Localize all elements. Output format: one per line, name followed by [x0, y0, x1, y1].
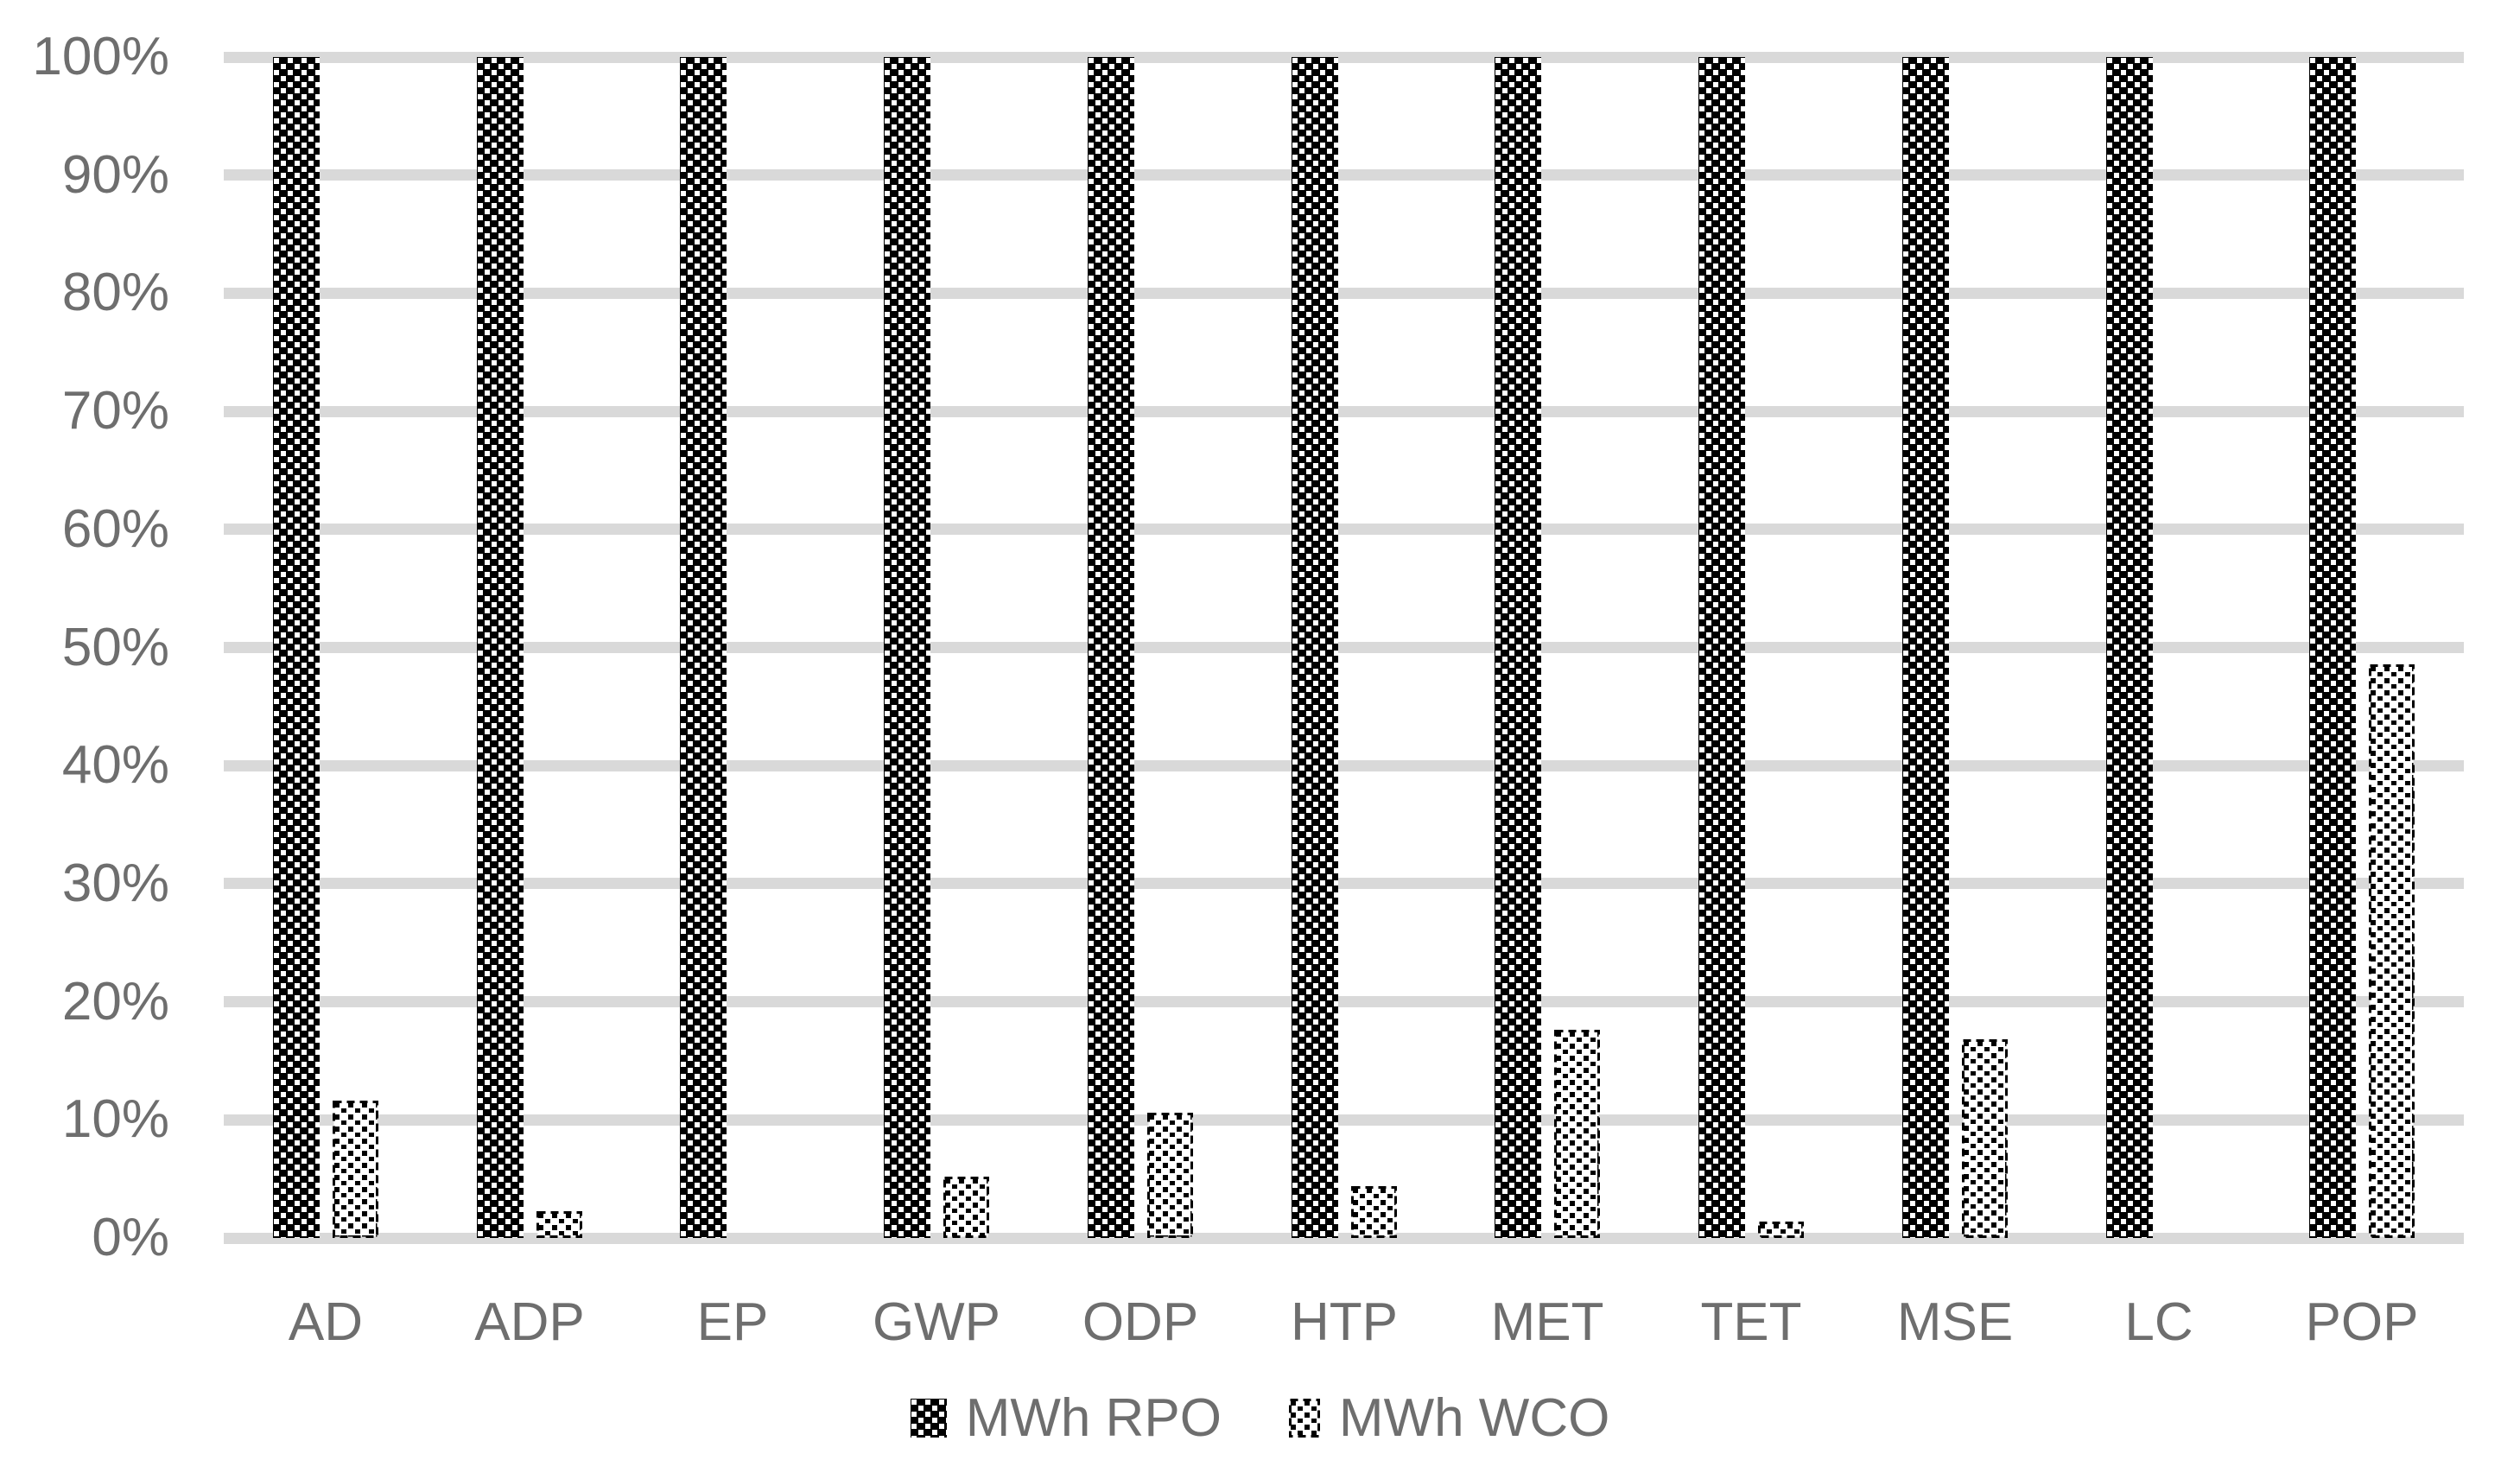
- bar-mwh-rpo-htp: [1292, 57, 1338, 1238]
- bar-mwh-wco-met: [1554, 1030, 1600, 1238]
- bar-mwh-wco-odp: [1147, 1113, 1193, 1238]
- y-axis-tick-label: 100%: [32, 27, 169, 86]
- x-axis-category-label-pop: POP: [2305, 1292, 2419, 1352]
- bar-mwh-rpo-gwp: [884, 57, 930, 1238]
- legend-swatch-rpo-icon: [910, 1399, 947, 1438]
- x-axis-category-label-ad: AD: [288, 1292, 364, 1352]
- legend: MWh RPO MWh WCO: [0, 1387, 2520, 1449]
- x-axis-category-label-mse: MSE: [1896, 1292, 2014, 1352]
- bar-mwh-rpo-mse: [1902, 57, 1949, 1238]
- bar-mwh-wco-gwp: [943, 1177, 989, 1238]
- x-axis-category-label-tet: TET: [1700, 1292, 1802, 1352]
- x-axis-category-label-adp: ADP: [474, 1292, 585, 1352]
- legend-swatch-wco-icon: [1288, 1399, 1320, 1438]
- legend-label-mwh-wco: MWh WCO: [1338, 1388, 1610, 1448]
- bar-mwh-rpo-met: [1495, 57, 1541, 1238]
- y-axis-tick-label: 0%: [92, 1208, 169, 1267]
- y-axis-tick-label: 70%: [61, 381, 169, 441]
- y-axis-tick-label: 20%: [61, 971, 169, 1032]
- bar-mwh-rpo-lc: [2106, 57, 2153, 1238]
- y-axis-tick-label: 30%: [61, 853, 169, 913]
- bar-mwh-rpo-odp: [1088, 57, 1134, 1238]
- y-axis-tick-label: 50%: [61, 617, 169, 677]
- x-axis-category-label-gwp: GWP: [872, 1292, 1001, 1352]
- x-axis-category-label-met: MET: [1490, 1292, 1604, 1352]
- x-axis-category-label-ep: EP: [696, 1292, 769, 1352]
- y-axis-tick-label: 10%: [61, 1089, 169, 1150]
- legend-label-mwh-rpo: MWh RPO: [965, 1388, 1222, 1448]
- y-axis-tick-label: 60%: [61, 498, 169, 559]
- bar-mwh-rpo-pop: [2309, 57, 2356, 1238]
- y-axis-tick-label: 80%: [61, 263, 169, 323]
- x-axis-category-label-lc: LC: [2124, 1292, 2193, 1352]
- bar-mwh-wco-pop: [2369, 664, 2415, 1238]
- x-axis-category-label-odp: ODP: [1082, 1292, 1199, 1352]
- y-axis-tick-label: 90%: [61, 144, 169, 205]
- legend-item-mwh-rpo: MWh RPO: [910, 1387, 1222, 1449]
- y-axis-tick-label: 40%: [61, 735, 169, 796]
- bar-mwh-wco-ad: [333, 1101, 378, 1238]
- bar-mwh-wco-tet: [1758, 1222, 1804, 1238]
- bar-mwh-rpo-adp: [477, 57, 524, 1238]
- bar-mwh-rpo-tet: [1698, 57, 1745, 1238]
- bar-mwh-wco-mse: [1962, 1039, 2008, 1238]
- x-axis-category-label-htp: HTP: [1291, 1292, 1398, 1352]
- bar-mwh-rpo-ad: [273, 57, 320, 1238]
- legend-item-mwh-wco: MWh WCO: [1288, 1387, 1610, 1449]
- bar-mwh-wco-htp: [1351, 1186, 1397, 1238]
- bar-mwh-wco-adp: [536, 1211, 582, 1238]
- bar-mwh-rpo-ep: [680, 57, 727, 1238]
